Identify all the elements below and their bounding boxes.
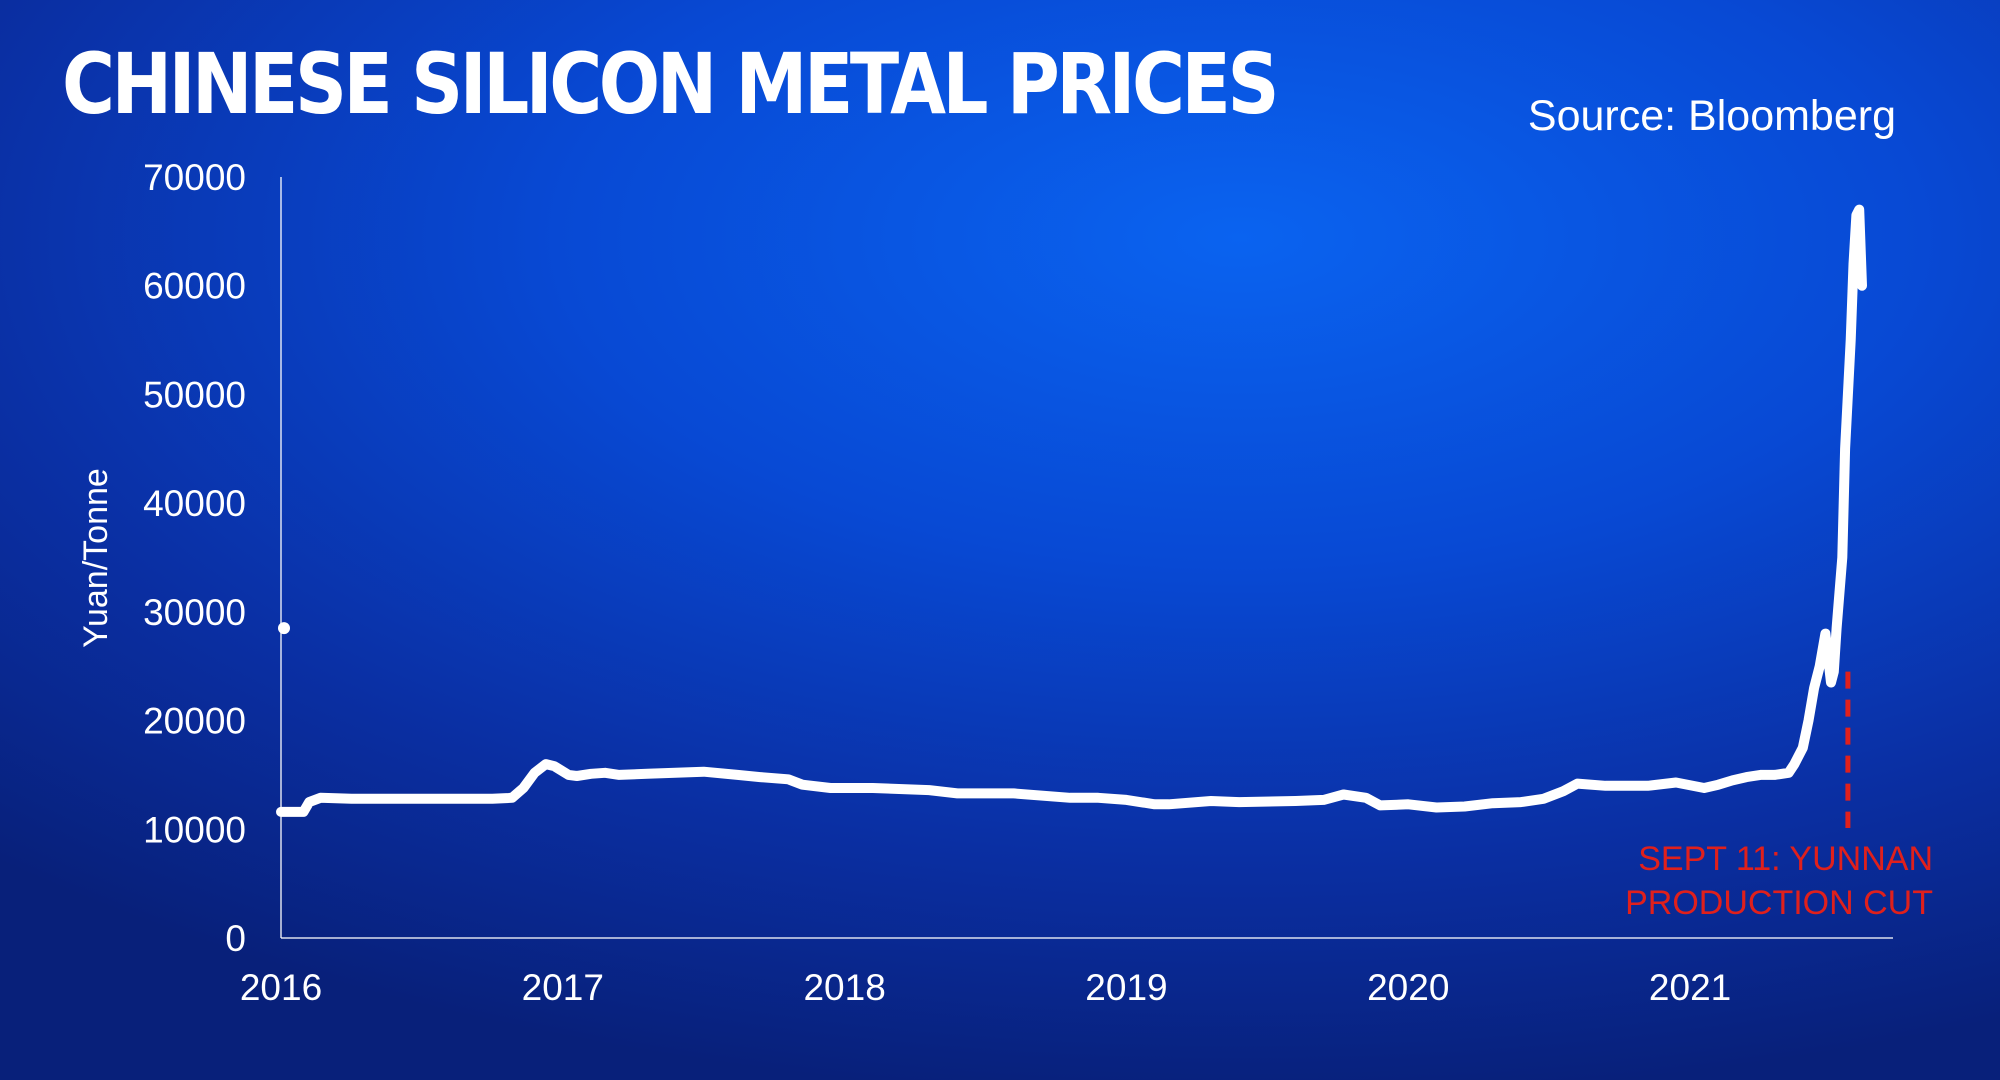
y-tick-label: 10000 <box>143 809 246 850</box>
y-tick-label: 30000 <box>143 592 246 633</box>
series-line <box>276 204 1867 817</box>
y-tick-label: 0 <box>225 918 246 959</box>
y-tick-labels: 0 10000 20000 30000 40000 50000 60000 70000 <box>143 157 246 959</box>
x-tick-label: 2016 <box>240 967 322 1008</box>
y-axis-title: Yuan/Tonne <box>77 468 115 648</box>
data-point-outlier <box>278 622 290 635</box>
annotation-label-line-1: SEPT 11: YUNNAN <box>1638 840 1933 878</box>
x-tick-label: 2018 <box>803 967 885 1008</box>
x-tick-labels: 2016 2017 2018 2019 2020 2021 <box>240 967 1731 1008</box>
source-label: Source: Bloomberg <box>1527 92 1896 140</box>
x-tick-label: 2021 <box>1649 967 1731 1008</box>
y-tick-label: 60000 <box>143 266 246 307</box>
x-tick-label: 2019 <box>1085 967 1167 1008</box>
x-tick-label: 2020 <box>1367 967 1449 1008</box>
y-tick-label: 20000 <box>143 701 246 742</box>
y-tick-label: 50000 <box>143 374 246 415</box>
y-tick-label: 40000 <box>143 483 246 524</box>
chart-title: CHINESE SILICON METAL PRICES <box>62 35 1280 133</box>
x-tick-label: 2017 <box>522 967 604 1008</box>
annotation: SEPT 11: YUNNAN PRODUCTION CUT <box>1625 671 1933 922</box>
annotation-label-line-2: PRODUCTION CUT <box>1625 884 1933 922</box>
y-tick-label: 70000 <box>143 157 246 198</box>
